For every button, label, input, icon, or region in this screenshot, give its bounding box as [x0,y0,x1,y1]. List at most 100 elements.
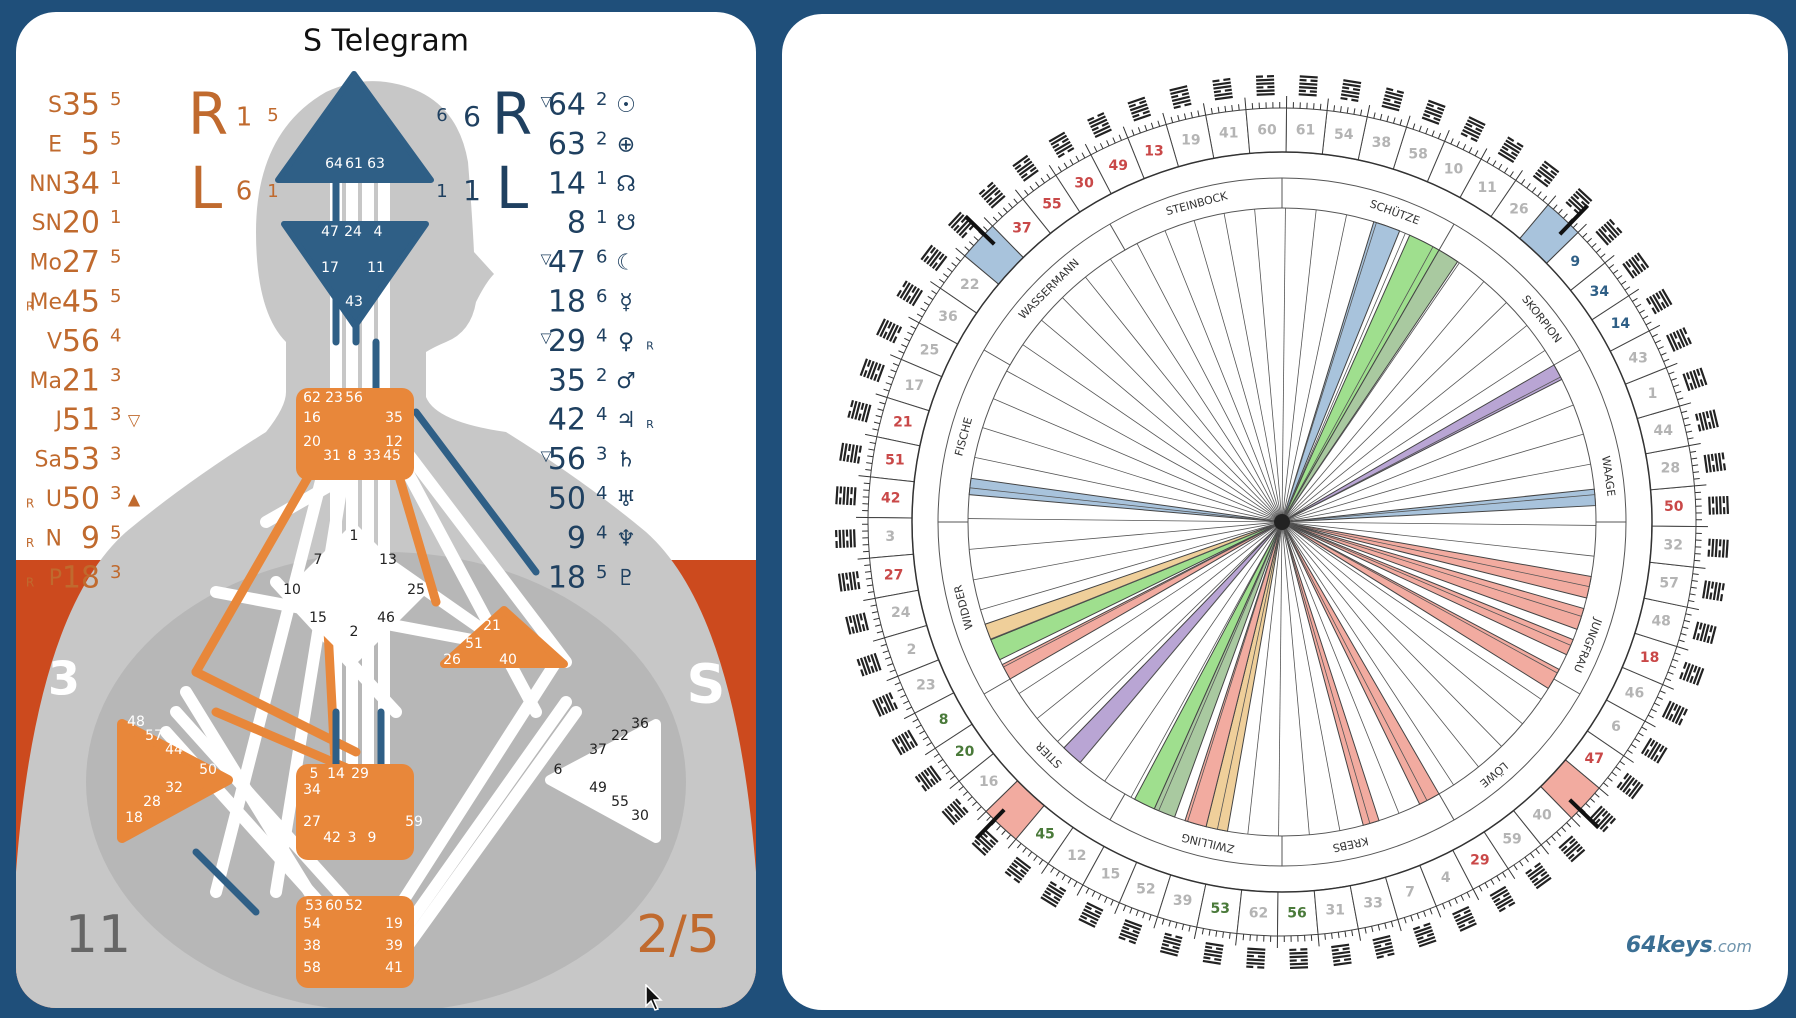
gate-spoke [1281,521,1428,801]
degree-tick [1620,280,1627,285]
degree-tick [1014,189,1024,200]
hexagram-icon [1048,131,1075,159]
gate-spoke [1281,209,1317,523]
line-number: 4 [596,522,607,543]
personality-column: ▽64 2 ☉63 2 ⊕14 1 ☊8 1 ☋▽47 6 ☾18 6 ☿▽29 4 ♀ R35 2 ♂42 4 ♃ R… [541,88,655,596]
degree-tick [907,331,913,336]
design-row: SN 20 1 [32,206,122,241]
degree-tick [870,604,877,607]
degree-tick [1118,134,1122,141]
gate-number: 45 [62,285,100,320]
degree-tick [1462,144,1467,150]
gate-number-label: 53 [1211,901,1230,917]
degree-tick [887,375,894,379]
gate-number: 29 [548,324,586,359]
degree-tick [1551,835,1556,842]
personality-row: 50 4 ♅ [548,482,636,517]
gate-spoke [1281,404,1574,523]
degree-tick [968,241,975,247]
line-number: 5 [110,89,121,110]
gate-label-solar: 49 [589,780,607,796]
degree-tick [872,428,879,431]
degree-tick [1657,346,1664,350]
degree-tick [977,811,987,821]
degree-tick [1468,147,1473,153]
gate-number-label: 10 [1444,161,1464,177]
hexagram-icon [941,798,969,826]
degree-tick [1366,105,1371,117]
degree-tick [1678,639,1685,643]
degree-tick [865,433,877,438]
gate-label-solar: 6 [554,762,563,778]
gate-spoke [1193,220,1283,523]
gate-label-throat: 45 [383,448,401,464]
degree-tick [1668,371,1675,375]
degree-tick [1639,309,1645,314]
degree-tick [1085,887,1090,894]
gate-label-ajna: 24 [344,224,362,240]
design-row: V 56 4 [47,324,122,359]
planet-symbol-icon: ♀ [618,329,634,354]
degree-tick [1190,111,1193,118]
gate-label-solar: 22 [611,728,629,744]
degree-tick [875,624,882,627]
g-center [282,522,426,666]
degree-tick [1177,115,1180,122]
gate-number-label: 31 [1326,902,1345,918]
gate-number-label: 3 [885,529,895,545]
channel [260,476,342,528]
gate-spoke [1057,521,1283,742]
gate-label-spleen: 48 [127,714,145,730]
degree-tick [1680,633,1687,636]
degree-tick [884,656,891,660]
degree-tick [858,475,871,478]
degree-tick [1478,885,1483,892]
gate-number: 64 [548,88,586,123]
gate-label-root: 41 [385,960,403,976]
degree-tick [1685,613,1692,616]
gate-number-label: 49 [1109,158,1128,174]
planet-symbol-icon: ☉ [616,93,636,118]
degree-tick [1450,138,1454,145]
degree-tick [1531,187,1537,193]
degree-tick [1371,926,1374,933]
personality-row: 63 2 ⊕ [548,127,635,162]
degree-tick [1093,146,1098,152]
gate-label-throat: 35 [385,410,403,426]
gate-label-ego: 26 [443,652,461,668]
degree-tick [983,226,989,232]
gate-spoke [1281,521,1310,835]
degree-tick [892,362,899,367]
hexagram-icon [1246,947,1266,969]
degree-tick [1129,907,1133,914]
gate-spoke [1158,521,1283,811]
degree-tick [1351,930,1354,937]
planet-label: S [48,93,62,118]
mouse-cursor-icon [645,984,663,1011]
hexagram-icon [876,318,903,344]
zodiac-divider [1553,678,1581,695]
degree-tick [1502,872,1507,878]
degree-tick [1684,619,1691,623]
line-number: 6 [596,247,607,268]
hexagram-icon [1666,327,1692,352]
degree-tick [889,669,896,673]
planet-symbol-icon: ☊ [616,172,636,197]
degree-tick [1644,720,1656,728]
degree-tick [1081,152,1086,159]
degree-tick [1038,859,1044,866]
hexagram-icon [1202,942,1224,965]
degree-tick [1688,442,1701,447]
personality-row: 8 1 ☋ [567,206,636,241]
degree-tick [864,564,871,566]
degree-tick [865,468,872,471]
degree-tick [866,462,873,464]
hexagram-icon [1661,700,1688,726]
degree-tick [901,344,907,348]
gate-label-root: 39 [385,938,403,954]
degree-tick [1670,665,1677,669]
degree-tick [1106,140,1110,147]
gate-spoke [1216,521,1283,830]
gate-number-label: 12 [1067,848,1086,864]
wheel-hub [1274,514,1290,530]
